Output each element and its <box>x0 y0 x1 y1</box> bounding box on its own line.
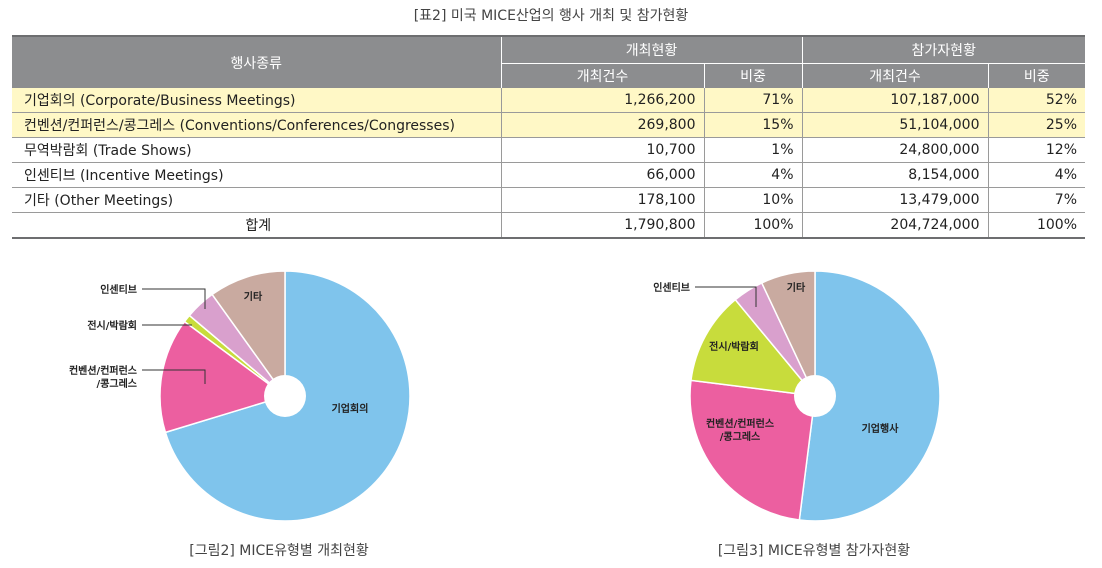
slice-label: 컨벤션/컨퍼런스/콩그레스 <box>706 417 774 443</box>
header-attendee-status: 참가자현황 <box>801 35 1085 64</box>
table-row: 컨벤션/컨퍼런스/콩그레스 (Conventions/Conferences/C… <box>12 112 1085 138</box>
row-count-1: 178,100 <box>500 187 704 213</box>
pie-slice <box>798 270 941 522</box>
row-ratio-1: 1% <box>703 137 802 163</box>
pie-slice <box>159 320 287 434</box>
table-row: 무역박람회 (Trade Shows) 10,700 1% 24,800,000… <box>12 137 1085 163</box>
row-ratio-1: 4% <box>703 162 802 188</box>
row-count-1: 1,266,200 <box>500 88 704 113</box>
row-name: 기업회의 (Corporate/Business Meetings) <box>12 88 501 113</box>
table-row: 기타 (Other Meetings) 178,100 10% 13,479,0… <box>12 187 1085 213</box>
subheader-ratio-2: 비중 <box>987 63 1085 88</box>
row-count-1: 10,700 <box>500 137 704 163</box>
row-ratio-2: 7% <box>987 187 1085 213</box>
row-count-2: 107,187,000 <box>801 88 988 113</box>
header-event-type: 행사종류 <box>12 35 501 88</box>
pie-slice <box>211 270 286 399</box>
slice-label: 기업행사 <box>862 422 900 435</box>
slice-label: 인센티브 <box>100 283 137 296</box>
pie-slice <box>690 298 817 397</box>
total-label: 합계 <box>12 212 501 239</box>
row-name: 컨벤션/컨퍼런스/콩그레스 (Conventions/Conferences/C… <box>12 112 501 138</box>
leader-line <box>142 288 206 309</box>
slice-label: 전시/박람회 <box>87 319 137 332</box>
pie-center-hole <box>264 375 306 417</box>
chart-caption-hosting: [그림2] MICE유형별 개최현황 <box>189 543 369 559</box>
pie-slice <box>689 379 816 521</box>
total-ratio-1: 100% <box>703 212 802 239</box>
subheader-ratio-1: 비중 <box>703 63 802 88</box>
table-row: 인센티브 (Incentive Meetings) 66,000 4% 8,15… <box>12 162 1085 188</box>
row-count-1: 269,800 <box>500 112 704 138</box>
row-name: 무역박람회 (Trade Shows) <box>12 137 501 163</box>
row-name: 기타 (Other Meetings) <box>12 187 501 213</box>
slice-label: 기타 <box>787 281 806 294</box>
row-ratio-2: 25% <box>987 112 1085 138</box>
row-ratio-1: 71% <box>703 88 802 113</box>
leader-line <box>142 369 206 384</box>
pie-chart-attendees: 기업행사 컨벤션/컨퍼런스/콩그레스 전시/박람회 인센티브 기타 <box>540 262 1080 562</box>
total-ratio-2: 100% <box>987 212 1085 239</box>
row-count-2: 8,154,000 <box>801 162 988 188</box>
table-total-row: 합계 1,790,800 100% 204,724,000 100% <box>12 212 1085 239</box>
slice-label: 전시/박람회 <box>709 340 759 353</box>
chart-caption-attendees: [그림3] MICE유형별 참가자현황 <box>717 543 911 559</box>
slice-label: 기업회의 <box>332 402 369 415</box>
mice-stats-table: 행사종류 개최현황 참가자현황 개최건수 비중 개최건수 비중 기업회의 (Co… <box>12 35 1085 239</box>
row-name: 인센티브 (Incentive Meetings) <box>12 162 501 188</box>
table-row: 기업회의 (Corporate/Business Meetings) 1,266… <box>12 88 1085 113</box>
table-title: [표2] 미국 MICE산업의 행사 개최 및 참가현황 <box>413 8 689 24</box>
row-ratio-1: 15% <box>703 112 802 138</box>
subheader-count-2: 개최건수 <box>801 63 988 88</box>
pie-chart-attendees-svg: 기업행사 컨벤션/컨퍼런스/콩그레스 전시/박람회 인센티브 기타 <box>653 270 941 522</box>
slice-label: 기타 <box>244 290 263 303</box>
row-count-1: 66,000 <box>500 162 704 188</box>
slice-label: 컨벤션/컨퍼런스/콩그레스 <box>69 364 137 390</box>
total-count-2: 204,724,000 <box>801 212 988 239</box>
pie-slice <box>760 270 816 397</box>
row-count-2: 51,104,000 <box>801 112 988 138</box>
row-count-2: 13,479,000 <box>801 187 988 213</box>
subheader-count-1: 개최건수 <box>500 63 704 88</box>
pie-center-hole <box>794 375 836 417</box>
header-hosting-status: 개최현황 <box>500 35 802 64</box>
leader-line <box>695 286 757 307</box>
row-count-2: 24,800,000 <box>801 137 988 163</box>
row-ratio-2: 52% <box>987 88 1085 113</box>
slice-label: 인센티브 <box>653 281 690 294</box>
row-ratio-2: 4% <box>987 162 1085 188</box>
row-ratio-1: 10% <box>703 187 802 213</box>
total-count-1: 1,790,800 <box>500 212 704 239</box>
row-ratio-2: 12% <box>987 137 1085 163</box>
